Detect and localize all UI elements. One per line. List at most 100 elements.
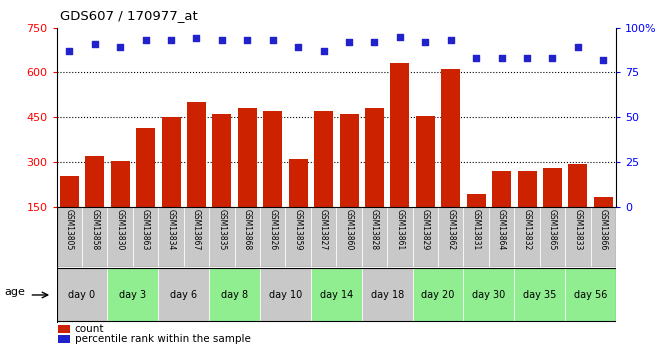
- Point: [547, 55, 558, 61]
- Text: GSM13835: GSM13835: [217, 209, 226, 251]
- Bar: [286, 207, 311, 267]
- Point: [293, 45, 304, 50]
- Point: [344, 39, 354, 45]
- Bar: [565, 207, 591, 267]
- Bar: [565, 268, 616, 322]
- Point: [115, 45, 125, 50]
- Bar: [416, 116, 435, 252]
- Text: GSM13866: GSM13866: [599, 209, 608, 251]
- Point: [268, 37, 278, 43]
- Bar: [82, 207, 107, 267]
- Bar: [85, 156, 105, 252]
- Bar: [107, 268, 159, 322]
- Bar: [390, 63, 410, 252]
- Bar: [594, 197, 613, 252]
- Point: [598, 57, 609, 63]
- Text: GSM13831: GSM13831: [472, 209, 481, 251]
- Text: day 0: day 0: [69, 290, 96, 300]
- Text: day 14: day 14: [320, 290, 353, 300]
- Bar: [539, 207, 565, 267]
- Point: [191, 36, 202, 41]
- Bar: [187, 102, 206, 252]
- Text: GSM13827: GSM13827: [319, 209, 328, 251]
- Text: GSM13862: GSM13862: [446, 209, 456, 251]
- Bar: [311, 207, 336, 267]
- Point: [166, 37, 176, 43]
- Text: GSM13828: GSM13828: [370, 209, 379, 250]
- Bar: [311, 268, 362, 322]
- Text: GDS607 / 170977_at: GDS607 / 170977_at: [60, 9, 198, 22]
- Text: GSM13833: GSM13833: [573, 209, 582, 251]
- Bar: [314, 111, 333, 252]
- Bar: [111, 161, 130, 252]
- Bar: [133, 207, 159, 267]
- Bar: [260, 207, 286, 267]
- Bar: [464, 207, 489, 267]
- Text: day 18: day 18: [370, 290, 404, 300]
- Point: [318, 48, 329, 54]
- Point: [216, 37, 227, 43]
- Point: [242, 37, 252, 43]
- Text: GSM13805: GSM13805: [65, 209, 74, 251]
- Bar: [238, 108, 257, 252]
- Text: day 20: day 20: [422, 290, 455, 300]
- Point: [141, 37, 151, 43]
- Bar: [543, 168, 562, 252]
- Bar: [58, 325, 70, 333]
- Bar: [58, 335, 70, 343]
- Bar: [162, 117, 180, 252]
- Text: GSM13830: GSM13830: [116, 209, 125, 251]
- Text: day 56: day 56: [574, 290, 607, 300]
- Bar: [209, 207, 234, 267]
- Bar: [387, 207, 413, 267]
- Bar: [441, 69, 460, 252]
- Bar: [438, 207, 464, 267]
- Point: [64, 48, 75, 54]
- Point: [573, 45, 583, 50]
- Bar: [234, 207, 260, 267]
- Bar: [492, 171, 511, 252]
- Bar: [517, 171, 537, 252]
- Bar: [514, 268, 565, 322]
- Bar: [107, 207, 133, 267]
- Text: GSM13861: GSM13861: [396, 209, 404, 251]
- Text: GSM13867: GSM13867: [192, 209, 201, 251]
- Text: day 6: day 6: [170, 290, 197, 300]
- Text: day 8: day 8: [221, 290, 248, 300]
- Text: GSM13864: GSM13864: [497, 209, 506, 251]
- Text: day 10: day 10: [269, 290, 302, 300]
- Bar: [57, 268, 107, 322]
- Bar: [365, 108, 384, 252]
- Bar: [464, 268, 514, 322]
- Text: GSM13865: GSM13865: [548, 209, 557, 251]
- Bar: [288, 159, 308, 252]
- Point: [89, 41, 100, 47]
- Bar: [340, 114, 358, 252]
- Point: [521, 55, 532, 61]
- Text: GSM13868: GSM13868: [243, 209, 252, 251]
- Text: GSM13859: GSM13859: [294, 209, 302, 251]
- Text: count: count: [75, 324, 104, 334]
- Bar: [159, 207, 184, 267]
- Text: GSM13826: GSM13826: [268, 209, 277, 251]
- Bar: [591, 207, 616, 267]
- Bar: [260, 268, 311, 322]
- Text: day 30: day 30: [472, 290, 505, 300]
- Point: [369, 39, 380, 45]
- Bar: [184, 207, 209, 267]
- Point: [471, 55, 482, 61]
- Bar: [159, 268, 209, 322]
- Bar: [568, 164, 587, 252]
- Bar: [413, 268, 464, 322]
- Point: [496, 55, 507, 61]
- Bar: [362, 268, 413, 322]
- Text: GSM13832: GSM13832: [523, 209, 531, 251]
- Text: day 35: day 35: [523, 290, 557, 300]
- Point: [394, 34, 405, 39]
- Bar: [336, 207, 362, 267]
- Bar: [514, 207, 539, 267]
- Text: day 3: day 3: [119, 290, 147, 300]
- Bar: [60, 176, 79, 252]
- Bar: [209, 268, 260, 322]
- Bar: [413, 207, 438, 267]
